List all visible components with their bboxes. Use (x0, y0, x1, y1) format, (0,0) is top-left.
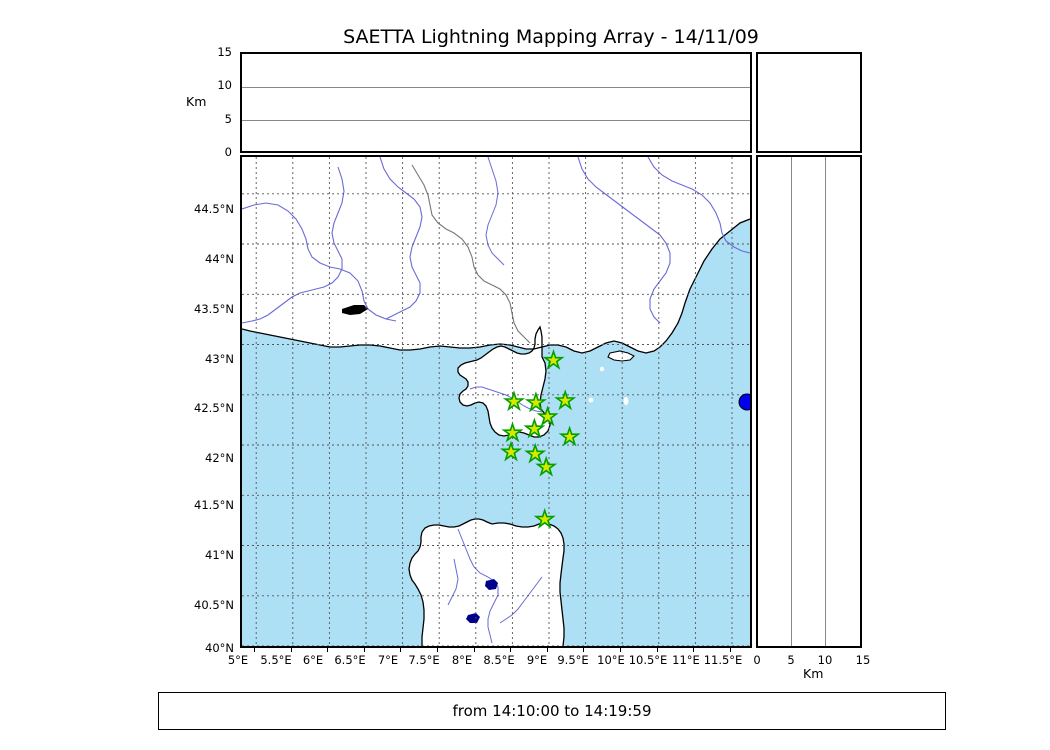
altitude-tick-5: 5 (224, 112, 232, 126)
lon-tick-5.5: 5.5°E (260, 653, 292, 667)
right-panel-axis-label: Km (803, 666, 824, 681)
island-montecristo (623, 397, 629, 405)
lake-sardinia-north (485, 579, 498, 590)
lon-tickmark (620, 648, 621, 652)
national-border (411, 164, 531, 344)
altitude-tick-0: 0 (224, 145, 232, 159)
right-altitude-tick-10: 10 (817, 653, 833, 667)
lat-tick-42: 42°N (205, 451, 234, 465)
top-panel-axis-label: Km (186, 94, 207, 109)
station-marker[interactable] (535, 455, 558, 477)
lon-tick-9: 9°E (526, 653, 548, 667)
station-marker[interactable] (554, 389, 577, 411)
lon-tickmark (437, 648, 438, 652)
station-marker[interactable] (524, 391, 547, 413)
lon-tickmark (730, 648, 731, 652)
elba-coastline (607, 350, 635, 362)
right-altitude-tick-0: 0 (753, 653, 761, 667)
river-northeast (647, 157, 750, 254)
altitude-tick-15: 15 (217, 45, 232, 59)
elba-island (608, 351, 634, 361)
mainland-coastline (242, 218, 750, 354)
altitude-tick-10: 10 (217, 78, 232, 92)
corner-panel[interactable] (756, 52, 862, 153)
lon-tickmark (364, 648, 365, 652)
lon-tickmark (657, 648, 658, 652)
lat-tick-41: 41°N (205, 548, 234, 562)
river-rhone (242, 202, 397, 322)
river-sardinia-east (499, 576, 543, 624)
station-marker[interactable] (499, 440, 523, 462)
island-capraia (599, 366, 605, 372)
lat-tick-42.5: 42.5°N (194, 401, 234, 415)
station-marker[interactable] (523, 417, 546, 439)
altitude-gridline-10 (242, 87, 750, 88)
station-marker[interactable] (536, 405, 559, 427)
right-altitude-tick-15: 15 (855, 653, 871, 667)
altitude-gridline-5-right (791, 157, 792, 646)
lat-tick-40: 40°N (205, 641, 234, 655)
lake-geneva (342, 305, 368, 315)
station-marker[interactable] (533, 507, 556, 529)
right-altitude-tick-5: 5 (787, 653, 795, 667)
lon-tick-5: 5°E (227, 653, 249, 667)
sardinia-coastline (408, 518, 565, 646)
river-sardinia-west (447, 558, 459, 606)
river-alpine (485, 157, 505, 266)
lon-tick-8: 8°E (451, 653, 473, 667)
lon-tickmark (474, 648, 475, 652)
island-gorgona (592, 315, 604, 322)
lon-tick-11.5: 11.5°E (703, 653, 743, 667)
lon-tick-9.5: 9.5°E (557, 653, 589, 667)
longitude-altitude-panel[interactable] (240, 52, 752, 153)
lon-tickmark (400, 648, 401, 652)
station-marker[interactable] (524, 442, 547, 464)
river-west (242, 166, 345, 324)
lon-tick-7: 7°E (377, 653, 399, 667)
lat-tick-44.5: 44.5°N (194, 202, 234, 216)
station-marker[interactable] (501, 421, 524, 443)
lat-tick-44: 44°N (205, 252, 234, 266)
corsica-coastline (457, 325, 551, 438)
lon-tickmark (510, 648, 511, 652)
river-golo (469, 386, 543, 413)
lat-tick-41.5: 41.5°N (194, 498, 234, 512)
time-range-text: from 14:10:00 to 14:19:59 (452, 702, 652, 720)
lightning-source-marker[interactable] (738, 393, 750, 411)
map-panel[interactable] (240, 155, 752, 648)
altitude-gridline-10-right (825, 157, 826, 646)
mainland-landmass (242, 157, 750, 353)
lon-tickmark (254, 648, 255, 652)
lon-tick-10: 10°E (597, 653, 625, 667)
page-title: SAETTA Lightning Mapping Array - 14/11/0… (343, 26, 759, 48)
lma-station-markers (499, 349, 581, 529)
island-pianosa (588, 397, 594, 403)
lon-tick-8.5: 8.5°E (483, 653, 515, 667)
lon-tick-6: 6°E (302, 653, 324, 667)
station-marker[interactable] (502, 390, 526, 412)
lon-tickmark (583, 648, 584, 652)
lake-sardinia-south (466, 613, 480, 623)
lon-tickmark (291, 648, 292, 652)
lon-tickmark (547, 648, 548, 652)
station-marker[interactable] (558, 425, 581, 447)
map-gridlines (242, 157, 750, 646)
lon-tickmark (693, 648, 694, 652)
river-central (379, 157, 423, 320)
lat-tick-43: 43°N (205, 352, 234, 366)
lat-tick-43.5: 43.5°N (194, 302, 234, 316)
corsica-landmass (458, 327, 550, 437)
lon-tick-11: 11°E (672, 653, 700, 667)
altitude-gridline-5 (242, 120, 750, 121)
lon-tick-7.5: 7.5°E (408, 653, 440, 667)
lon-tick-6.5: 6.5°E (334, 653, 366, 667)
lon-tick-10.5: 10.5°E (628, 653, 668, 667)
station-marker[interactable] (542, 349, 565, 370)
latitude-altitude-panel[interactable] (756, 155, 862, 648)
time-range-caption-box: from 14:10:00 to 14:19:59 (158, 692, 946, 730)
map-graphic (242, 157, 750, 646)
lon-tickmark (327, 648, 328, 652)
lat-tick-40.5: 40.5°N (194, 598, 234, 612)
